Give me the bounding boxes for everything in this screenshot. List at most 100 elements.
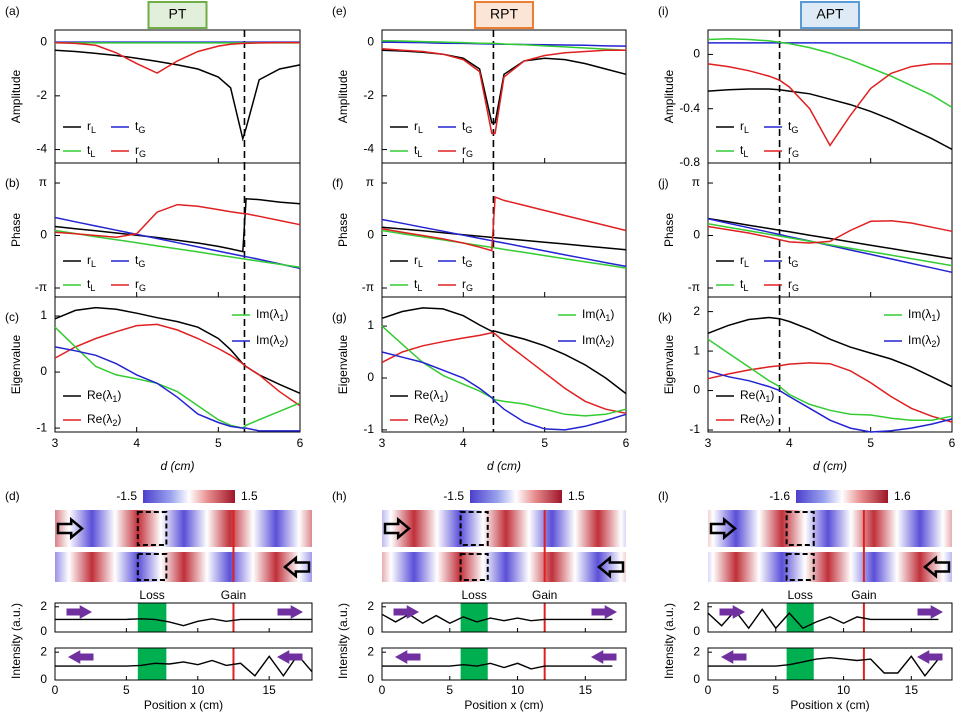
plot-frame [707, 296, 953, 433]
x-axis-label: Position x (cm) [790, 698, 869, 712]
colorbar-min-label: -1.5 [443, 489, 464, 503]
legend-name: t [414, 143, 418, 157]
intensity-line [55, 618, 312, 627]
legend-name: t [414, 277, 418, 291]
legend-subscript: 1 [931, 313, 936, 323]
plot-frame [381, 296, 627, 433]
legend-subscript: L [743, 149, 748, 159]
direction-arrow [393, 605, 420, 619]
legend-name: r [788, 277, 792, 291]
data-line [381, 325, 627, 417]
legend-tail: ) [117, 412, 121, 426]
y-axis-label: Eigenvalue [336, 334, 350, 394]
legend-name: t [740, 143, 744, 157]
x-axis-label: Position x (cm) [464, 698, 543, 712]
x-tick-label: 6 [623, 436, 630, 450]
colorbar [143, 490, 235, 503]
field-map [382, 552, 626, 582]
legend-subscript: G [792, 149, 799, 159]
y-axis-label: Eigenvalue [662, 334, 676, 394]
colorbar-max-label: 1.5 [241, 489, 258, 503]
y-tick-label: 0 [693, 624, 700, 638]
colorbar [796, 490, 888, 503]
legend-name: t [788, 119, 792, 133]
legend-label: rG [135, 143, 146, 159]
intensity-line [708, 655, 939, 677]
legend-subscript: 1 [605, 313, 610, 323]
legend-subscript: G [465, 259, 472, 269]
y-tick-label: 0 [367, 672, 374, 686]
legend-label: tG [135, 253, 145, 269]
colorbar [470, 490, 562, 503]
data-line [707, 88, 953, 151]
loss-label: Loss [139, 588, 164, 602]
gain-label: Gain [851, 588, 876, 602]
data-line [707, 338, 953, 421]
data-line [707, 370, 953, 433]
direction-arrow [590, 650, 617, 664]
legend-tail: ) [610, 307, 614, 321]
legend-subscript: G [465, 125, 472, 135]
x-tick-label: 6 [297, 436, 304, 450]
legend-label: rG [135, 277, 146, 293]
y-tick-label: -π [35, 280, 47, 294]
y-tick-label: π [692, 175, 700, 189]
direction-arrow [276, 650, 303, 664]
legend-name: t [135, 253, 139, 267]
legend-name: r [87, 253, 91, 267]
legend-label: Re(λ1) [87, 388, 121, 404]
legend-name: r [462, 277, 466, 291]
intensity-line [381, 613, 613, 625]
x-tick-label: 10 [837, 683, 851, 697]
legend-label: rL [740, 119, 749, 135]
legend-name: r [135, 143, 139, 157]
direction-arrow [591, 605, 618, 619]
legend-subscript: G [139, 283, 146, 293]
plot-frame [54, 29, 301, 164]
direction-arrow [916, 650, 943, 664]
direction-arrow [720, 650, 747, 664]
plot-frame [54, 296, 301, 433]
x-tick-label: 0 [379, 683, 386, 697]
panel-label: (c) [5, 310, 19, 324]
y-axis-label: Amplitude [9, 70, 23, 124]
legend-subscript: L [91, 125, 96, 135]
legend-label: Re(λ2) [414, 412, 448, 428]
y-tick-label: 0 [693, 383, 700, 397]
legend-subscript: 1 [765, 394, 770, 404]
direction-arrow [597, 555, 625, 579]
x-tick-label: 5 [123, 683, 130, 697]
legend-subscript: 1 [439, 394, 444, 404]
legend-subscript: 2 [765, 418, 770, 428]
x-tick-label: 10 [191, 683, 205, 697]
column-title-box [474, 1, 534, 29]
legend-name: Im(λ [582, 307, 605, 321]
legend-tail: ) [770, 412, 774, 426]
data-line [707, 217, 953, 260]
x-tick-label: 15 [905, 683, 919, 697]
x-tick-label: 6 [949, 436, 956, 450]
data-line [381, 218, 627, 268]
legend-label: rG [462, 143, 473, 159]
legend-subscript: G [138, 125, 145, 135]
y-tick-label: 0 [40, 34, 47, 48]
x-tick-label: 3 [379, 436, 386, 450]
panel-label: (b) [5, 176, 20, 190]
direction-arrow [719, 605, 746, 619]
y-tick-label: 0 [40, 624, 47, 638]
loss-region [460, 648, 488, 680]
legend-label: rG [462, 277, 473, 293]
legend-subscript: L [417, 149, 422, 159]
legend-subscript: 2 [439, 418, 444, 428]
data-line [381, 39, 627, 51]
column-title-box [800, 1, 860, 29]
x-tick-label: 5 [541, 436, 548, 450]
legend-subscript: L [744, 125, 749, 135]
panel-label: (j) [658, 176, 669, 190]
legend-name: r [788, 143, 792, 157]
y-tick-label: 0 [367, 624, 374, 638]
column-title: PT [169, 6, 187, 22]
legend-subscript: L [418, 259, 423, 269]
legend-subscript: 1 [112, 394, 117, 404]
legend-label: tG [788, 253, 798, 269]
